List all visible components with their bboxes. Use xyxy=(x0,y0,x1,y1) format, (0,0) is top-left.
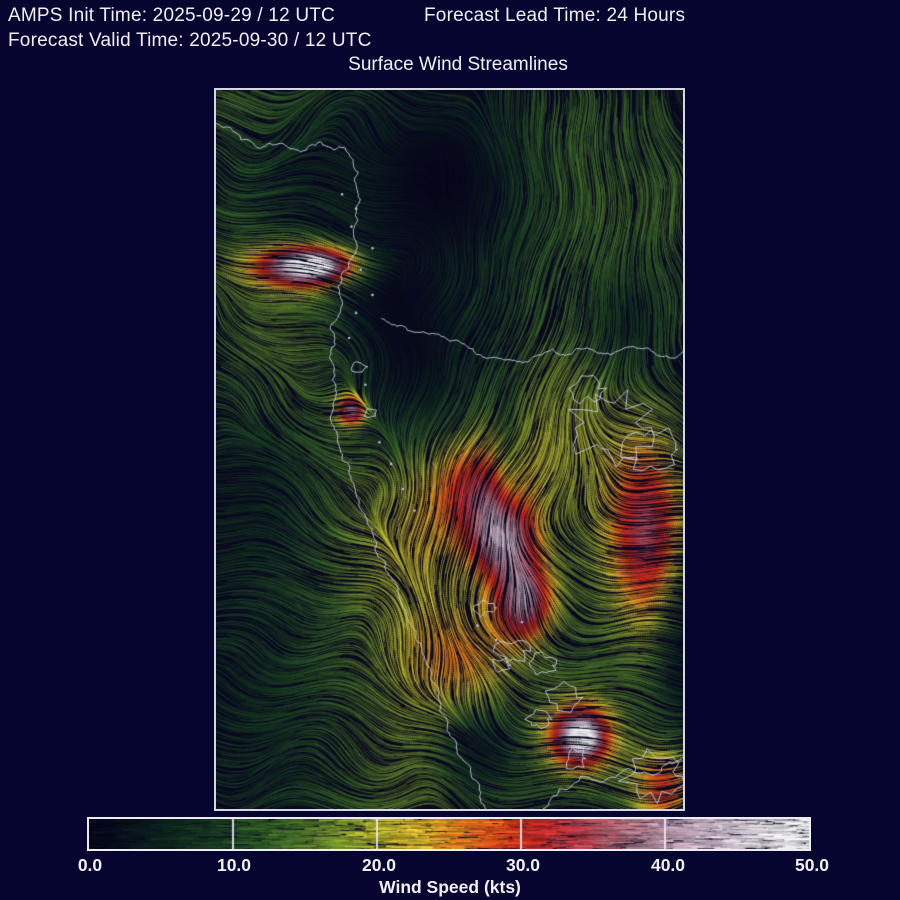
plot-title: Surface Wind Streamlines xyxy=(348,54,568,75)
valid-time-label: Forecast Valid Time: 2025-09-30 / 12 UTC xyxy=(8,30,372,51)
colorbar-tick-0: 0.0 xyxy=(77,855,103,875)
colorbar-canvas xyxy=(89,819,809,849)
colorbar-tick-4: 40.0 xyxy=(650,855,686,875)
colorbar xyxy=(87,817,811,851)
colorbar-tick-5: 50.0 xyxy=(794,855,830,875)
colorbar-tick-2: 20.0 xyxy=(361,855,397,875)
colorbar-tick-3: 30.0 xyxy=(505,855,541,875)
lead-time-label: Forecast Lead Time: 24 Hours xyxy=(424,5,686,26)
colorbar-tick-1: 10.0 xyxy=(216,855,252,875)
init-time-label: AMPS Init Time: 2025-09-29 / 12 UTC xyxy=(8,5,335,26)
wind-streamlines-canvas xyxy=(216,90,683,809)
streamline-map xyxy=(214,88,685,811)
colorbar-label: Wind Speed (kts) xyxy=(379,877,521,897)
